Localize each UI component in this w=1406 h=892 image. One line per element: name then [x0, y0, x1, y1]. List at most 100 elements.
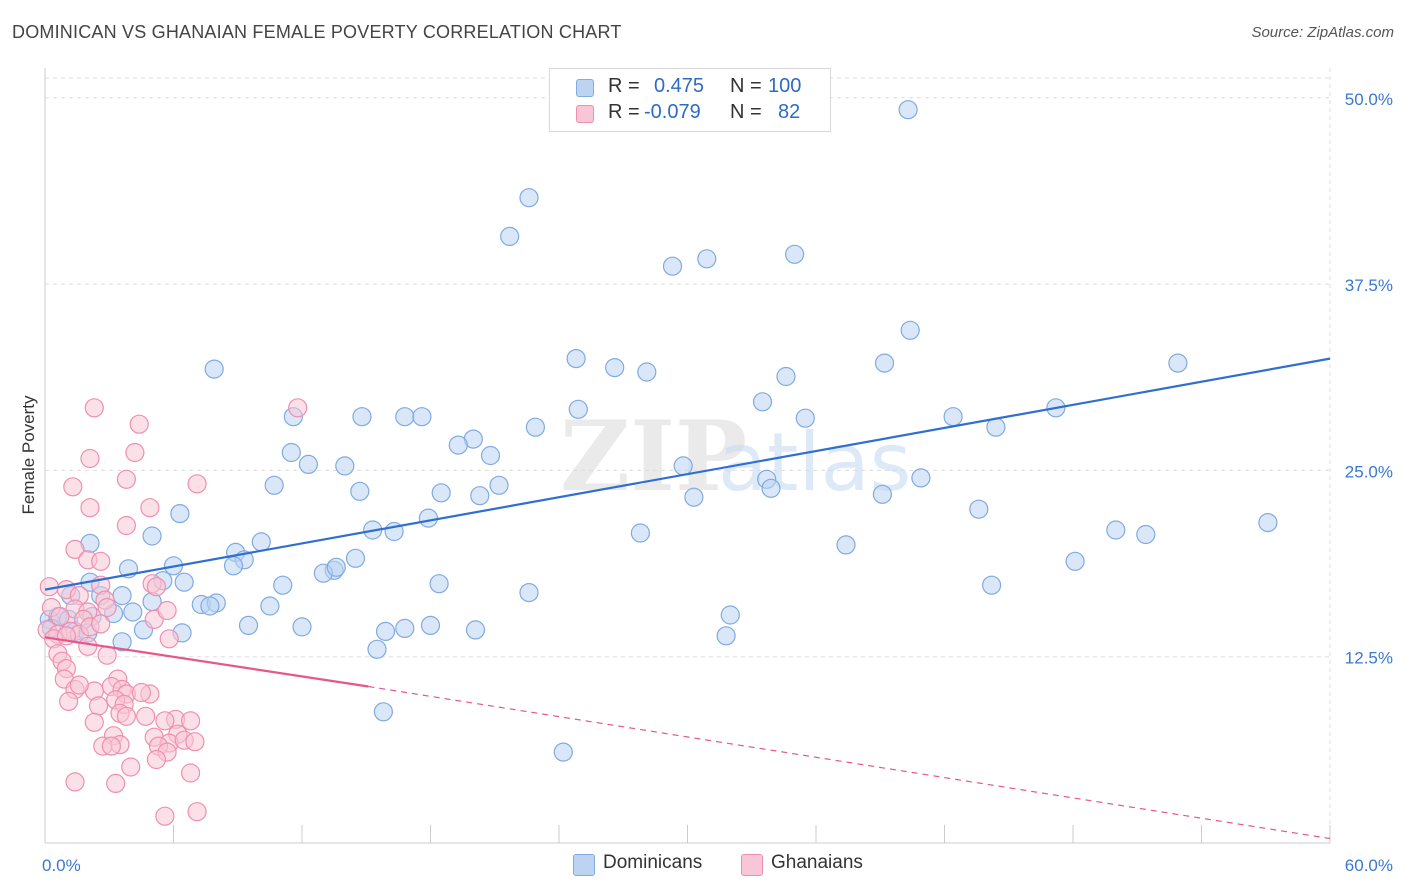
y-tick-label: 12.5% — [1345, 649, 1393, 668]
point-dominicans — [418, 508, 438, 528]
point-dominicans — [673, 456, 693, 476]
legend-label-ghanaians: Ghanaians — [771, 852, 863, 873]
x-tick-label-max: 60.0% — [1345, 856, 1393, 875]
r-label: R = — [608, 75, 640, 97]
y-axis-title: Female Poverty — [19, 395, 38, 515]
point-dominicans — [662, 256, 683, 276]
stats-legend: R = 0.475 N = 100 R = -0.079 N = 82 — [549, 68, 831, 132]
point-ghanaians — [116, 706, 137, 726]
legend-swatch-ghanaians — [576, 105, 594, 123]
chart-title: DOMINICAN VS GHANAIAN FEMALE POVERTY COR… — [12, 22, 622, 42]
point-ghanaians — [181, 763, 201, 783]
point-dominicans — [373, 702, 393, 722]
axis-labels: 12.5% 25.0% 37.5% 50.0% 0.0% 60.0% Female Pove… — [19, 90, 1393, 875]
point-dominicans — [273, 575, 293, 595]
point-dominicans — [223, 556, 244, 576]
point-ghanaians — [140, 498, 160, 518]
point-dominicans — [375, 621, 396, 642]
point-ghanaians — [116, 469, 137, 489]
point-dominicans — [697, 249, 717, 269]
y-tick-label: 37.5% — [1345, 276, 1393, 295]
y-tick-label: 25.0% — [1345, 462, 1393, 481]
point-dominicans — [367, 639, 387, 659]
point-dominicans — [637, 362, 657, 382]
point-ghanaians — [131, 682, 151, 703]
point-dominicans — [525, 417, 546, 437]
point-dominicans — [326, 557, 346, 577]
point-dominicans — [981, 575, 1002, 595]
point-dominicans — [776, 366, 796, 387]
point-ghanaians — [65, 539, 85, 560]
legend-swatch-ghanaians — [741, 854, 763, 876]
point-ghanaians — [159, 629, 179, 649]
point-dominicans — [943, 407, 963, 427]
point-ghanaians — [80, 448, 100, 469]
point-ghanaians — [157, 600, 177, 621]
point-dominicans — [470, 486, 490, 506]
stats-row-dominicans: R = 0.475 N = 100 — [550, 75, 830, 101]
n-value-ghanaians: 82 — [778, 101, 801, 123]
point-ghanaians — [125, 442, 145, 463]
point-dominicans — [605, 358, 625, 378]
n-value-dominicans: 100 — [768, 75, 802, 97]
point-dominicans — [480, 445, 501, 466]
point-dominicans — [170, 503, 190, 524]
point-dominicans — [142, 526, 162, 546]
point-ghanaians — [187, 474, 207, 494]
point-ghanaians — [185, 732, 205, 752]
chart-source: Source: ZipAtlas.com — [1251, 24, 1394, 41]
point-ghanaians — [146, 749, 166, 770]
point-ghanaians — [136, 706, 156, 726]
point-dominicans — [112, 585, 132, 606]
point-dominicans — [420, 615, 441, 636]
point-dominicans — [761, 478, 781, 498]
point-dominicans — [260, 596, 280, 616]
point-dominicans — [395, 407, 415, 427]
point-dominicans — [238, 615, 259, 636]
point-dominicans — [123, 602, 143, 622]
data-points — [37, 100, 1278, 826]
series-legend: Dominicans Ghanaians — [0, 852, 1406, 878]
point-dominicans — [872, 484, 893, 504]
point-dominicans — [630, 523, 651, 543]
point-ghanaians — [50, 606, 70, 627]
point-dominicans — [874, 353, 895, 373]
legend-label-dominicans: Dominicans — [603, 852, 703, 873]
point-dominicans — [1065, 551, 1085, 571]
point-dominicans — [335, 456, 355, 476]
point-dominicans — [1136, 524, 1156, 545]
point-ghanaians — [121, 757, 141, 777]
point-dominicans — [264, 475, 284, 495]
y-tick-label: 50.0% — [1345, 90, 1393, 109]
point-dominicans — [784, 244, 805, 264]
r-value-dominicans: 0.475 — [654, 75, 705, 97]
trend-extension-ghanaians — [368, 685, 1331, 840]
point-ghanaians — [84, 398, 104, 418]
point-dominicans — [720, 605, 740, 625]
axes — [44, 68, 1331, 844]
point-ghanaians — [116, 515, 137, 536]
point-ghanaians — [155, 711, 175, 731]
r-label: R = — [608, 101, 640, 123]
point-dominicans — [716, 626, 736, 646]
point-dominicans — [519, 582, 539, 603]
trend-line-ghanaians — [44, 636, 369, 688]
point-dominicans — [500, 226, 520, 246]
watermark-zip: ZIP — [560, 400, 747, 513]
point-dominicans — [352, 407, 372, 427]
point-ghanaians — [288, 398, 308, 418]
point-ghanaians — [129, 414, 149, 434]
r-value-ghanaians: -0.079 — [644, 101, 701, 123]
point-dominicans — [292, 617, 312, 637]
point-dominicans — [431, 483, 451, 503]
point-ghanaians — [80, 498, 100, 518]
point-ghanaians — [146, 577, 166, 597]
point-dominicans — [969, 499, 989, 519]
point-dominicans — [752, 392, 773, 412]
point-ghanaians — [63, 477, 83, 497]
point-dominicans — [298, 454, 318, 474]
point-ghanaians — [181, 711, 201, 731]
point-dominicans — [350, 481, 370, 501]
point-dominicans — [345, 548, 366, 568]
